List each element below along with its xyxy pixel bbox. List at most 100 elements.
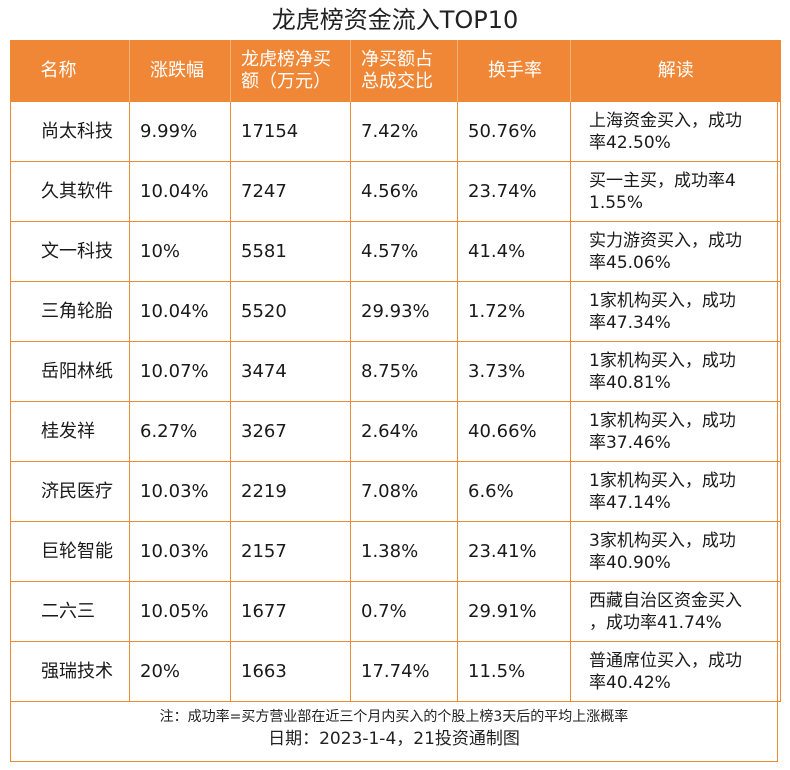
- interp-line1: 买一主买，成功率4: [589, 170, 736, 191]
- cell-interpretation: 3家机构买入，成功 率40.90%: [570, 521, 781, 582]
- interp-line1: 上海资金买入，成功: [589, 110, 742, 131]
- interp-line1: 1家机构买入，成功: [589, 350, 736, 371]
- cell-ratio: 2.64%: [350, 401, 458, 462]
- table-row: 文一科技 10% 5581 4.57% 41.4% 实力游资买入，成功 率45.0…: [10, 221, 781, 282]
- cell-net-buy: 2219: [230, 461, 351, 522]
- cell-net-buy: 3267: [230, 401, 351, 462]
- cell-name: 三角轮胎: [10, 281, 130, 342]
- interp-line2: ，成功率41.74%: [589, 612, 722, 633]
- header-net-buy-line1: 龙虎榜净买: [241, 48, 331, 70]
- cell-change: 10.04%: [129, 281, 231, 342]
- cell-ratio: 29.93%: [350, 281, 458, 342]
- cell-interpretation: 上海资金买入，成功 率42.50%: [570, 101, 781, 162]
- cell-interpretation: 实力游资买入，成功 率45.06%: [570, 221, 781, 282]
- interp-line2: 率40.42%: [589, 672, 671, 693]
- header-ratio-line2: 总成交比: [361, 70, 433, 92]
- interp-line2: 1.55%: [589, 192, 644, 213]
- page-title: 龙虎榜资金流入TOP10: [271, 6, 519, 34]
- cell-turnover: 41.4%: [457, 221, 571, 282]
- interp-line2: 率37.46%: [589, 432, 671, 453]
- cell-turnover: 40.66%: [457, 401, 571, 462]
- cell-turnover: 29.91%: [457, 581, 571, 642]
- cell-ratio: 4.57%: [350, 221, 458, 282]
- interp-line2: 率45.06%: [589, 252, 671, 273]
- table-row: 三角轮胎 10.04% 5520 29.93% 1.72% 1家机构买入，成功率…: [10, 281, 781, 342]
- cell-name: 久其软件: [10, 161, 130, 222]
- header-ratio-line1: 净买额占: [361, 48, 433, 70]
- cell-interpretation: 买一主买，成功率4 1.55%: [570, 161, 781, 222]
- cell-name: 济民医疗: [10, 461, 130, 522]
- cell-ratio: 4.56%: [350, 161, 458, 222]
- cell-ratio: 0.7%: [350, 581, 458, 642]
- footer: 注：成功率=买方营业部在近三个月内买入的个股上榜3天后的平均上涨概率 日期：20…: [10, 703, 778, 751]
- table-row: 岳阳林纸 10.07% 3474 8.75% 3.73% 1家机构买入，成功 率4…: [10, 341, 781, 402]
- interp-line1: 3家机构买入，成功: [589, 530, 736, 551]
- cell-change: 9.99%: [129, 101, 231, 162]
- table-row: 巨轮智能 10.03% 2157 1.38% 23.41% 3家机构买入，成功率…: [10, 521, 781, 582]
- header-net-buy-line2: 额（万元）: [241, 70, 331, 92]
- cell-ratio: 17.74%: [350, 641, 458, 702]
- cell-name: 桂发祥: [10, 401, 130, 462]
- cell-ratio: 1.38%: [350, 521, 458, 582]
- table-row: 强瑞技术 20% 1663 17.74% 11.5% 普通席位买入，成功 率40.…: [10, 641, 781, 702]
- cell-net-buy: 5520: [230, 281, 351, 342]
- header-turnover: 换手率: [457, 40, 571, 102]
- header-change: 涨跌幅: [129, 40, 231, 102]
- header-name: 名称: [10, 40, 130, 102]
- cell-change: 10.03%: [129, 521, 231, 582]
- cell-change: 20%: [129, 641, 231, 702]
- cell-interpretation: 1家机构买入，成功 率47.14%: [570, 461, 781, 522]
- cell-ratio: 7.08%: [350, 461, 458, 522]
- interp-line1: 普通席位买入，成功: [589, 650, 742, 671]
- cell-change: 10.05%: [129, 581, 231, 642]
- cell-net-buy: 5581: [230, 221, 351, 282]
- interp-line1: 1家机构买入，成功: [589, 410, 736, 431]
- interp-line1: 1家机构买入，成功: [589, 290, 736, 311]
- cell-change: 10.04%: [129, 161, 231, 222]
- cell-name: 岳阳林纸: [10, 341, 130, 402]
- cell-change: 6.27%: [129, 401, 231, 462]
- cell-change: 10%: [129, 221, 231, 282]
- cell-turnover: 3.73%: [457, 341, 571, 402]
- cell-turnover: 1.72%: [457, 281, 571, 342]
- cell-net-buy: 2157: [230, 521, 351, 582]
- cell-name: 强瑞技术: [10, 641, 130, 702]
- cell-turnover: 23.41%: [457, 521, 571, 582]
- cell-net-buy: 3474: [230, 341, 351, 402]
- cell-turnover: 6.6%: [457, 461, 571, 522]
- interp-line1: 实力游资买入，成功: [589, 230, 742, 251]
- table-header-row: 名称 涨跌幅 龙虎榜净买 额（万元） 净买额占 总成交比 换手率 解读: [10, 40, 781, 102]
- date-credit: 日期：2023-1-4，21投资通制图: [268, 729, 520, 749]
- interp-line2: 率47.14%: [589, 492, 671, 513]
- table-row: 久其软件 10.04% 7247 4.56% 23.74% 买一主买，成功率4 1…: [10, 161, 781, 222]
- header-interpretation: 解读: [570, 40, 781, 102]
- cell-ratio: 8.75%: [350, 341, 458, 402]
- interp-line1: 1家机构买入，成功: [589, 470, 736, 491]
- top10-table: 名称 涨跌幅 龙虎榜净买 额（万元） 净买额占 总成交比 换手率 解读 尚太科技…: [10, 40, 781, 702]
- cell-name: 二六三: [10, 581, 130, 642]
- cell-interpretation: 1家机构买入，成功 率40.81%: [570, 341, 781, 402]
- cell-interpretation: 西藏自治区资金买入 ，成功率41.74%: [570, 581, 781, 642]
- table-row: 二六三 10.05% 1677 0.7% 29.91% 西藏自治区资金买入 ，成功…: [10, 581, 781, 642]
- table-row: 尚太科技 9.99% 17154 7.42% 50.76% 上海资金买入，成功率…: [10, 101, 781, 162]
- cell-net-buy: 1663: [230, 641, 351, 702]
- cell-net-buy: 7247: [230, 161, 351, 222]
- cell-interpretation: 1家机构买入，成功 率37.46%: [570, 401, 781, 462]
- header-ratio: 净买额占 总成交比: [350, 40, 458, 102]
- header-net-buy: 龙虎榜净买 额（万元）: [230, 40, 351, 102]
- cell-net-buy: 17154: [230, 101, 351, 162]
- cell-name: 巨轮智能: [10, 521, 130, 582]
- footnote: 注：成功率=买方营业部在近三个月内买入的个股上榜3天后的平均上涨概率: [159, 709, 629, 725]
- table-row: 济民医疗 10.03% 2219 7.08% 6.6% 1家机构买入，成功 率47…: [10, 461, 781, 522]
- cell-interpretation: 普通席位买入，成功 率40.42%: [570, 641, 781, 702]
- cell-ratio: 7.42%: [350, 101, 458, 162]
- cell-interpretation: 1家机构买入，成功 率47.34%: [570, 281, 781, 342]
- interp-line2: 率47.34%: [589, 312, 671, 333]
- cell-change: 10.03%: [129, 461, 231, 522]
- cell-name: 文一科技: [10, 221, 130, 282]
- interp-line2: 率40.81%: [589, 372, 671, 393]
- cell-name: 尚太科技: [10, 101, 130, 162]
- table-row: 桂发祥 6.27% 3267 2.64% 40.66% 1家机构买入，成功 率37…: [10, 401, 781, 462]
- cell-turnover: 11.5%: [457, 641, 571, 702]
- interp-line1: 西藏自治区资金买入: [589, 590, 742, 611]
